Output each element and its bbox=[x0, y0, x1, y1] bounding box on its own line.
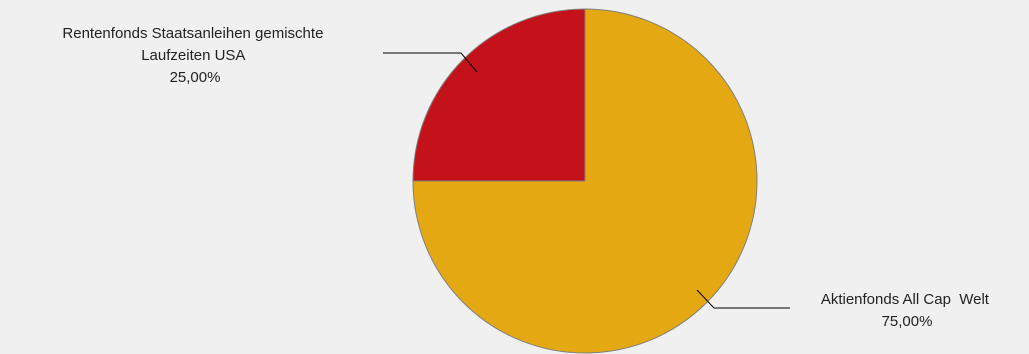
pie-slices bbox=[412, 8, 758, 354]
pie-slice-rentenfonds bbox=[412, 8, 586, 182]
slice-label-rentenfonds: Rentenfonds Staatsanleihen gemischte Lau… bbox=[62, 25, 327, 86]
leader-line-rentenfonds bbox=[383, 52, 478, 73]
leader-line-aktienfonds bbox=[696, 289, 790, 309]
slice-value-label-rentenfonds: 25,00% bbox=[170, 69, 221, 86]
slice-label-rentenfonds-line2: Laufzeiten USA bbox=[141, 47, 245, 64]
slice-label-aktienfonds: Aktienfonds All Cap Welt 75,00% bbox=[821, 291, 993, 330]
slice-value-label-aktienfonds: 75,00% bbox=[882, 313, 933, 330]
slice-label-aktienfonds-line1: Aktienfonds All Cap Welt bbox=[821, 291, 990, 308]
slice-label-rentenfonds-line1: Rentenfonds Staatsanleihen gemischte bbox=[62, 25, 323, 42]
